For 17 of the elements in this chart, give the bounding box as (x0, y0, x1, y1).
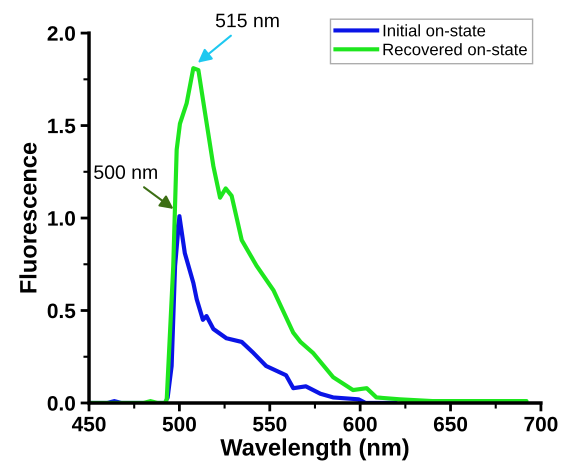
legend-label: Initial on-state (384, 24, 486, 36)
annotation: 515 nm (216, 14, 279, 28)
y-axis-title: Fluorescence (19, 142, 37, 293)
x-tick-label: 500 (162, 416, 196, 432)
y-tick-label: 0.5 (48, 304, 76, 318)
y-tick-label: 0.0 (48, 396, 75, 411)
y-tick-label: 1.0 (48, 211, 75, 226)
x-tick-label: 700 (524, 416, 558, 432)
x-tick-label: 550 (253, 416, 286, 432)
y-tick-label: 1.5 (48, 118, 76, 134)
x-tick-label: 450 (72, 416, 106, 432)
x-axis-title: Wavelength (nm) (220, 438, 408, 460)
x-tick-label: 600 (344, 416, 377, 432)
x-tick-label: 650 (434, 416, 468, 432)
y-tick-label: 2.0 (48, 26, 75, 41)
legend-label: Recovered on-state (384, 43, 527, 56)
annotation: 500 nm (94, 165, 157, 180)
